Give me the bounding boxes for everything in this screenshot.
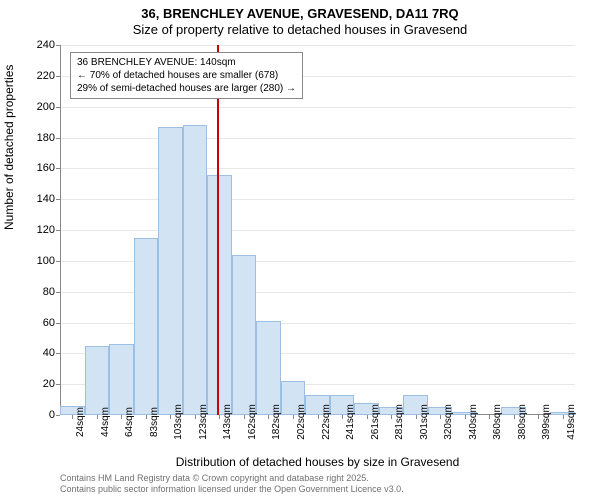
chart-title-line2: Size of property relative to detached ho… (0, 21, 600, 41)
y-tick-label: 200 (25, 101, 55, 113)
x-tick-label: 24sqm (75, 407, 86, 437)
y-tick-mark (56, 230, 60, 231)
reference-line (217, 45, 219, 415)
x-tick-mark (440, 415, 441, 419)
y-tick-label: 0 (25, 409, 55, 421)
y-tick-label: 20 (25, 378, 55, 390)
x-tick-label: 162sqm (247, 404, 258, 440)
x-tick-mark (146, 415, 147, 419)
y-tick-label: 80 (25, 286, 55, 298)
footer-line1: Contains HM Land Registry data © Crown c… (60, 473, 404, 484)
x-tick-mark (72, 415, 73, 419)
x-tick-mark (121, 415, 122, 419)
x-tick-label: 399sqm (541, 404, 552, 440)
x-tick-mark (342, 415, 343, 419)
x-tick-label: 222sqm (321, 404, 332, 440)
y-tick-mark (56, 138, 60, 139)
y-tick-mark (56, 45, 60, 46)
y-tick-label: 180 (25, 132, 55, 144)
y-tick-mark (56, 76, 60, 77)
x-tick-label: 143sqm (222, 404, 233, 440)
y-tick-label: 160 (25, 162, 55, 174)
x-tick-mark (170, 415, 171, 419)
x-tick-label: 360sqm (492, 404, 503, 440)
y-tick-label: 60 (25, 317, 55, 329)
info-box-line3: 29% of semi-detached houses are larger (… (77, 82, 296, 95)
histogram-bar (158, 127, 183, 415)
x-tick-label: 123sqm (198, 404, 209, 440)
info-box: 36 BRENCHLEY AVENUE: 140sqm ← 70% of det… (70, 52, 303, 99)
histogram-bar (232, 255, 257, 415)
x-tick-mark (97, 415, 98, 419)
y-tick-mark (56, 415, 60, 416)
chart-title-line1: 36, BRENCHLEY AVENUE, GRAVESEND, DA11 7R… (0, 0, 600, 21)
x-tick-label: 64sqm (124, 407, 135, 437)
x-tick-mark (219, 415, 220, 419)
y-axis-label: Number of detached properties (2, 65, 16, 230)
x-tick-mark (538, 415, 539, 419)
histogram-bar (256, 321, 281, 415)
y-tick-label: 140 (25, 193, 55, 205)
y-tick-mark (56, 353, 60, 354)
x-tick-label: 103sqm (173, 404, 184, 440)
x-tick-label: 182sqm (271, 404, 282, 440)
y-tick-label: 120 (25, 224, 55, 236)
info-box-line2: ← 70% of detached houses are smaller (67… (77, 69, 296, 82)
y-tick-mark (56, 168, 60, 169)
x-tick-label: 241sqm (345, 404, 356, 440)
y-tick-label: 100 (25, 255, 55, 267)
x-tick-label: 281sqm (394, 404, 405, 440)
y-tick-mark (56, 107, 60, 108)
x-tick-mark (268, 415, 269, 419)
x-tick-label: 83sqm (149, 407, 160, 437)
x-tick-label: 202sqm (296, 404, 307, 440)
x-tick-mark (293, 415, 294, 419)
x-tick-label: 419sqm (566, 404, 577, 440)
y-tick-label: 40 (25, 347, 55, 359)
x-tick-mark (318, 415, 319, 419)
histogram-bar (207, 175, 232, 416)
x-tick-mark (465, 415, 466, 419)
x-tick-mark (416, 415, 417, 419)
y-tick-mark (56, 292, 60, 293)
x-tick-label: 320sqm (443, 404, 454, 440)
histogram-bar (109, 344, 134, 415)
x-tick-label: 44sqm (100, 407, 111, 437)
x-tick-label: 380sqm (517, 404, 528, 440)
x-tick-label: 261sqm (370, 404, 381, 440)
x-tick-label: 340sqm (468, 404, 479, 440)
histogram-bar (134, 238, 159, 415)
y-tick-mark (56, 199, 60, 200)
x-tick-mark (391, 415, 392, 419)
x-tick-mark (489, 415, 490, 419)
y-tick-label: 240 (25, 39, 55, 51)
y-tick-label: 220 (25, 70, 55, 82)
y-tick-mark (56, 384, 60, 385)
x-tick-mark (367, 415, 368, 419)
footer: Contains HM Land Registry data © Crown c… (60, 473, 404, 495)
x-axis-label: Distribution of detached houses by size … (60, 455, 575, 469)
x-tick-mark (195, 415, 196, 419)
histogram-bar (183, 125, 208, 415)
info-box-line1: 36 BRENCHLEY AVENUE: 140sqm (77, 56, 296, 69)
x-tick-mark (244, 415, 245, 419)
x-tick-mark (563, 415, 564, 419)
x-tick-label: 301sqm (419, 404, 430, 440)
y-tick-mark (56, 323, 60, 324)
footer-line2: Contains public sector information licen… (60, 484, 404, 495)
histogram-bar (85, 346, 110, 415)
x-tick-mark (514, 415, 515, 419)
y-tick-mark (56, 261, 60, 262)
